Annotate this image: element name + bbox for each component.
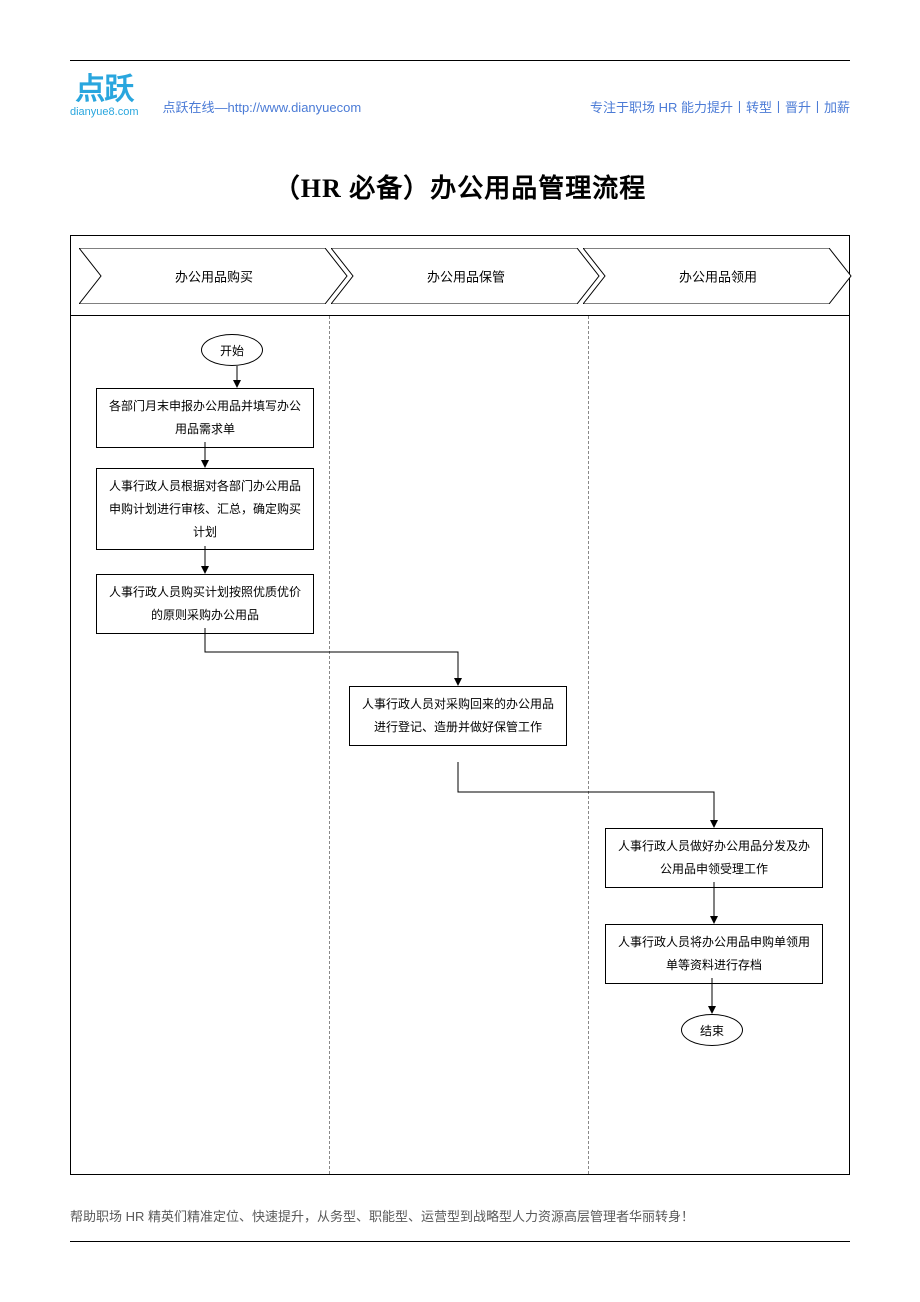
arrow-n4-n5 [458,762,720,828]
header: 点跃 dianyue8.com 点跃在线—http://www.dianyuec… [70,75,850,118]
logo: 点跃 dianyue8.com [70,75,139,118]
header-right: 专注于职场 HR 能力提升丨转型丨晋升丨加薪 [590,97,850,116]
node-n6: 人事行政人员将办公用品申购单领用单等资料进行存档 [605,924,823,984]
lane-label-2: 办公用品保管 [427,267,505,286]
node-n5: 人事行政人员做好办公用品分发及办公用品申领受理工作 [605,828,823,888]
node-n4: 人事行政人员对采购回来的办公用品进行登记、造册并做好保管工作 [349,686,567,746]
lane-divider-2 [588,316,589,1174]
arrow-n2-n3 [200,546,210,574]
node-n1: 各部门月末申报办公用品并填写办公用品需求单 [96,388,314,448]
lane-label-3: 办公用品领用 [679,267,757,286]
header-left: 点跃在线—http://www.dianyuecom [163,97,362,116]
node-start: 开始 [201,334,263,366]
lane-header-2: 办公用品保管 [331,248,601,304]
page-title: （HR 必备）办公用品管理流程 [70,168,850,205]
node-end: 结束 [681,1014,743,1046]
top-rule [70,60,850,61]
node-n2: 人事行政人员根据对各部门办公用品申购计划进行审核、汇总，确定购买计划 [96,468,314,550]
footer: 帮助职场 HR 精英们精准定位、快速提升，从务型、职能型、运营型到战略型人力资源… [70,1206,850,1242]
logo-main: 点跃 [75,75,133,105]
lane-label-1: 办公用品购买 [175,267,253,286]
swim-body: 开始 各部门月末申报办公用品并填写办公用品需求单 人事行政人员根据对各部门办公用… [71,316,849,1174]
arrow-n1-n2 [200,442,210,468]
arrow-n5-n6 [709,882,719,924]
arrow-n3-n4 [205,628,465,686]
arrow-n6-end [707,978,717,1014]
lane-header-3: 办公用品领用 [583,248,853,304]
logo-sub: dianyue8.com [70,107,139,118]
lane-divider-1 [329,316,330,1174]
arrow-start-n1 [232,366,242,388]
node-n3: 人事行政人员购买计划按照优质优价的原则采购办公用品 [96,574,314,634]
lane-header-1: 办公用品购买 [79,248,349,304]
header-texts: 点跃在线—http://www.dianyuecom 专注于职场 HR 能力提升… [163,97,851,118]
swim-header: 办公用品购买 办公用品保管 办公用品领用 [71,236,849,316]
flowchart: 办公用品购买 办公用品保管 办公用品领用 开始 各部门月末申报办公用品并填写办公… [70,235,850,1175]
